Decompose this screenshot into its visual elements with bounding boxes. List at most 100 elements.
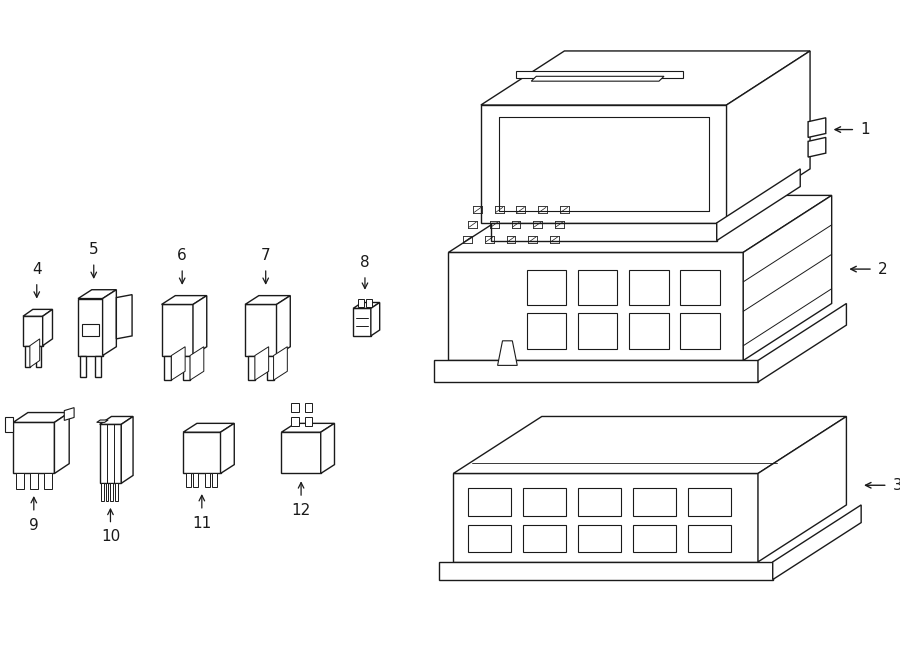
Polygon shape	[527, 270, 566, 305]
Text: 5: 5	[89, 243, 99, 257]
Polygon shape	[111, 483, 113, 501]
Polygon shape	[481, 51, 810, 105]
Polygon shape	[282, 423, 335, 432]
Polygon shape	[162, 305, 193, 356]
Polygon shape	[291, 403, 299, 412]
Polygon shape	[248, 356, 255, 380]
Polygon shape	[186, 473, 191, 487]
Polygon shape	[43, 473, 51, 489]
Polygon shape	[101, 483, 104, 501]
Polygon shape	[726, 51, 810, 223]
Polygon shape	[365, 299, 372, 307]
Polygon shape	[42, 309, 52, 346]
Polygon shape	[165, 356, 171, 380]
Polygon shape	[634, 525, 677, 552]
Polygon shape	[688, 488, 732, 516]
Polygon shape	[100, 424, 122, 483]
Polygon shape	[274, 347, 287, 380]
Polygon shape	[304, 417, 312, 426]
Polygon shape	[758, 416, 846, 562]
Polygon shape	[78, 290, 116, 299]
Polygon shape	[82, 324, 99, 336]
Polygon shape	[162, 295, 207, 305]
Polygon shape	[245, 305, 276, 356]
Polygon shape	[523, 525, 566, 552]
Polygon shape	[64, 408, 74, 420]
Polygon shape	[448, 253, 743, 360]
Text: 9: 9	[29, 518, 39, 533]
Polygon shape	[454, 473, 758, 562]
Polygon shape	[276, 295, 291, 356]
Polygon shape	[14, 412, 69, 422]
Polygon shape	[353, 303, 380, 309]
Polygon shape	[808, 137, 826, 157]
Polygon shape	[266, 356, 274, 380]
Polygon shape	[498, 341, 518, 366]
Polygon shape	[115, 483, 118, 501]
Polygon shape	[454, 416, 846, 473]
Polygon shape	[193, 295, 207, 356]
Text: 1: 1	[860, 122, 869, 137]
Polygon shape	[808, 118, 826, 137]
Polygon shape	[716, 169, 800, 241]
Polygon shape	[16, 473, 24, 489]
Polygon shape	[438, 562, 773, 580]
Polygon shape	[25, 346, 30, 368]
Polygon shape	[5, 418, 14, 432]
Text: 4: 4	[32, 262, 41, 277]
Polygon shape	[30, 473, 38, 489]
Polygon shape	[773, 505, 861, 580]
Polygon shape	[481, 105, 726, 223]
Polygon shape	[36, 346, 40, 368]
Polygon shape	[634, 488, 677, 516]
Text: 6: 6	[177, 248, 187, 263]
Polygon shape	[468, 525, 511, 552]
Ellipse shape	[463, 286, 497, 327]
Polygon shape	[531, 76, 664, 81]
Polygon shape	[371, 303, 380, 336]
Text: 12: 12	[292, 503, 310, 518]
Polygon shape	[190, 347, 203, 380]
Polygon shape	[103, 290, 116, 356]
Polygon shape	[96, 420, 108, 422]
Polygon shape	[282, 432, 320, 473]
Polygon shape	[680, 270, 720, 305]
Text: 11: 11	[193, 516, 212, 531]
Polygon shape	[491, 223, 716, 241]
Polygon shape	[578, 313, 617, 349]
Polygon shape	[94, 356, 101, 377]
Polygon shape	[578, 488, 621, 516]
Polygon shape	[23, 309, 52, 316]
Polygon shape	[629, 270, 669, 305]
Polygon shape	[184, 423, 234, 432]
Polygon shape	[758, 303, 846, 382]
Text: 3: 3	[893, 478, 900, 492]
Polygon shape	[523, 488, 566, 516]
Polygon shape	[680, 313, 720, 349]
Polygon shape	[468, 488, 511, 516]
Polygon shape	[23, 316, 42, 346]
Polygon shape	[80, 356, 86, 377]
Polygon shape	[629, 313, 669, 349]
Polygon shape	[448, 196, 832, 253]
Text: 8: 8	[360, 255, 370, 270]
Polygon shape	[171, 347, 185, 380]
Polygon shape	[205, 473, 210, 487]
Polygon shape	[184, 356, 190, 380]
Polygon shape	[304, 403, 312, 412]
Polygon shape	[320, 423, 335, 473]
Circle shape	[464, 483, 482, 500]
Polygon shape	[516, 71, 682, 77]
Polygon shape	[291, 417, 299, 426]
Circle shape	[749, 483, 767, 500]
Polygon shape	[434, 360, 758, 382]
Polygon shape	[688, 525, 732, 552]
Polygon shape	[578, 525, 621, 552]
Polygon shape	[184, 432, 220, 473]
Polygon shape	[527, 313, 566, 349]
Polygon shape	[578, 270, 617, 305]
Polygon shape	[220, 423, 234, 473]
Polygon shape	[255, 347, 269, 380]
Text: 7: 7	[261, 248, 271, 263]
Polygon shape	[105, 483, 109, 501]
